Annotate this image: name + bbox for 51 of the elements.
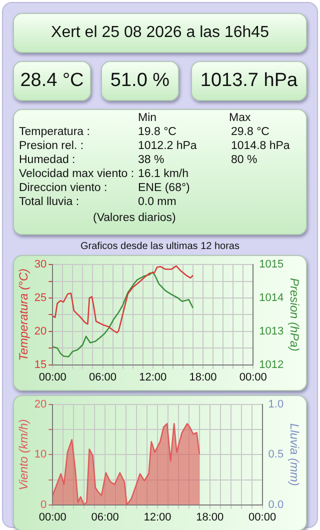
y-tick-label: 15 bbox=[34, 358, 47, 371]
x-tick-label: 00:00 bbox=[239, 371, 267, 384]
text: Presion rel. : bbox=[19, 140, 84, 152]
x-tick-label: 18:00 bbox=[196, 511, 224, 524]
text: 28.4 °C bbox=[13, 61, 91, 101]
y2-axis-title: Lluvia (mm) bbox=[287, 423, 302, 486]
y2-tick-label: 1012 bbox=[259, 358, 284, 371]
text: Min bbox=[138, 112, 157, 124]
text: 29.8 °C bbox=[231, 126, 270, 138]
y2-tick-label: 0.5 bbox=[268, 448, 284, 461]
y2-tick-label: 1015 bbox=[259, 258, 284, 271]
x-tick-label: 12:00 bbox=[144, 511, 172, 524]
text: 1014.8 hPa bbox=[231, 140, 290, 152]
text: Temperatura : bbox=[19, 126, 90, 138]
text: 0.0 mm bbox=[138, 196, 176, 208]
y-tick-label: 10 bbox=[34, 448, 47, 461]
x-tick-label: 18:00 bbox=[189, 371, 217, 384]
y-tick-label: 0 bbox=[40, 498, 47, 511]
y2-axis-title: Presion (hPa) bbox=[287, 278, 302, 352]
y-tick-label: 30 bbox=[34, 258, 47, 271]
y2-tick-label: 1014 bbox=[259, 292, 284, 304]
text: 51.0 % bbox=[101, 61, 179, 101]
text: 1013.7 hPa bbox=[191, 61, 307, 101]
y2-tick-label: 1013 bbox=[259, 325, 284, 338]
text: 1012.2 hPa bbox=[138, 140, 197, 152]
text: Xert el 25 08 2026 a las 16h45 bbox=[13, 13, 307, 53]
x-tick-label: 06:00 bbox=[91, 511, 119, 524]
y-tick-label: 20 bbox=[34, 325, 47, 338]
x-tick-label: 12:00 bbox=[139, 371, 167, 384]
text: 80 % bbox=[231, 154, 258, 166]
x-tick-label: 00:00 bbox=[38, 511, 66, 524]
text: Direccion viento : bbox=[19, 182, 108, 194]
x-tick-label: 00:00 bbox=[38, 371, 66, 384]
text: 16.1 km/h bbox=[138, 168, 188, 180]
text: (Valores diarios) bbox=[93, 212, 176, 224]
y-axis-title: Viento (km/h) bbox=[16, 419, 31, 490]
chart-title: Graficos desde las ultimas 12 horas bbox=[80, 241, 240, 252]
y-tick-label: 20 bbox=[34, 398, 47, 411]
x-tick-label: 00:00 bbox=[248, 511, 276, 524]
text: Max bbox=[229, 112, 251, 124]
x-tick-label: 06:00 bbox=[88, 371, 117, 384]
text: 19.8 °C bbox=[138, 126, 176, 138]
y-tick-label: 25 bbox=[34, 292, 47, 304]
y2-tick-label: 0.0 bbox=[268, 498, 284, 511]
text: Total lluvia : bbox=[19, 196, 80, 208]
text: ENE (68°) bbox=[138, 182, 190, 194]
y-axis-title: Temperatura (°C) bbox=[16, 268, 31, 361]
text: 38 % bbox=[138, 154, 164, 166]
text: Velocidad max viento : bbox=[19, 168, 134, 180]
y2-tick-label: 1.0 bbox=[268, 398, 284, 411]
text: Humedad : bbox=[19, 154, 76, 166]
